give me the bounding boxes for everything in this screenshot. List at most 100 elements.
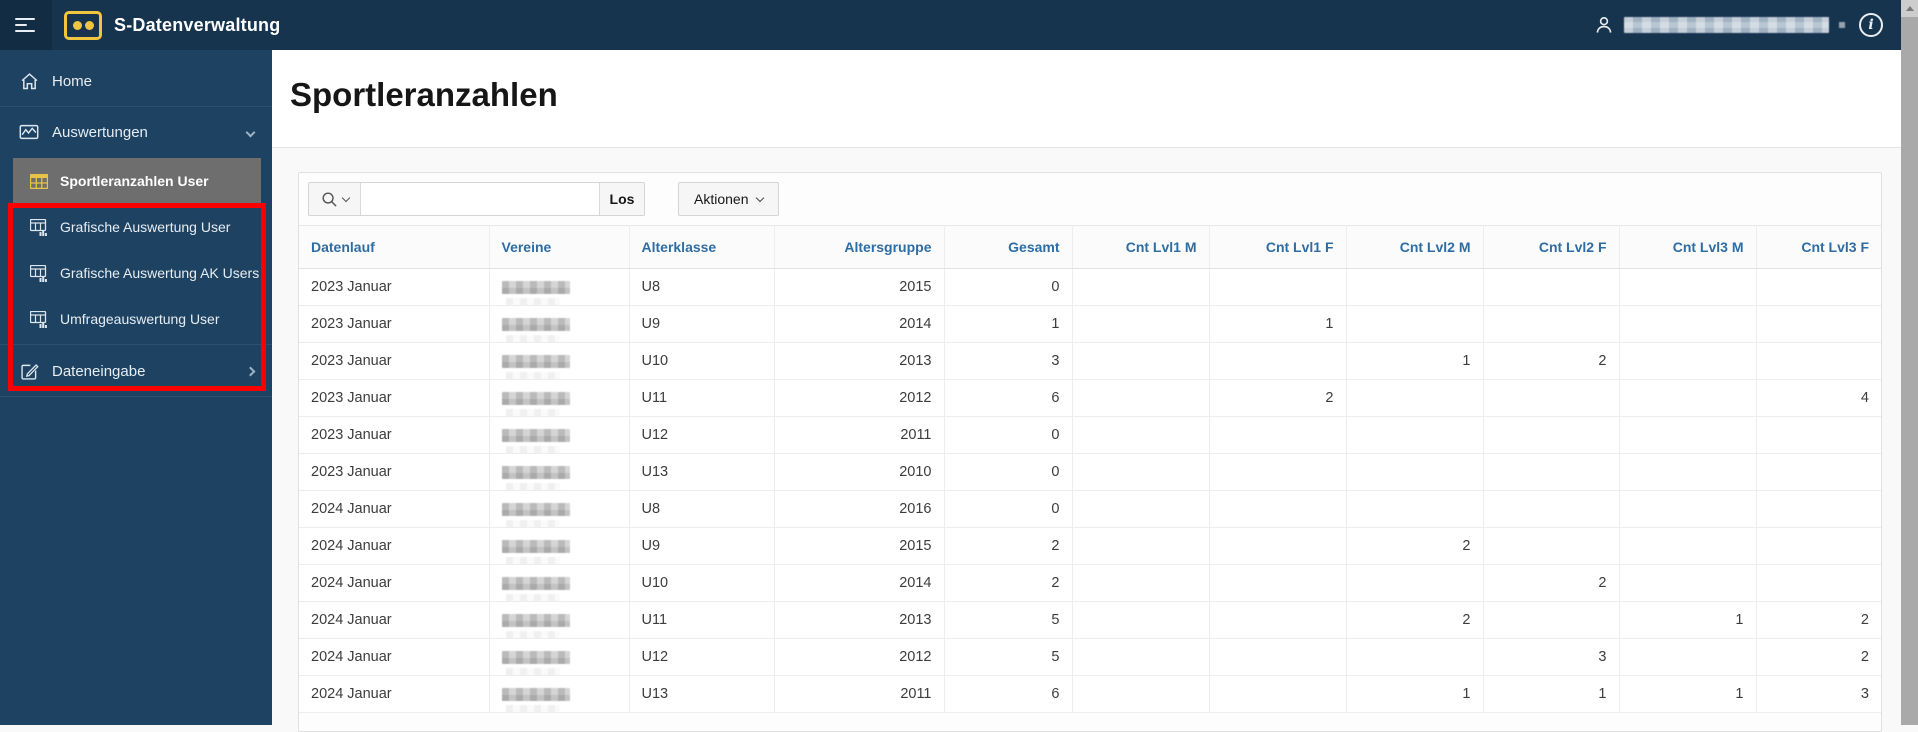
column-header-cnt-lvl1-f[interactable]: Cnt Lvl1 F — [1209, 225, 1347, 269]
page-title: Sportleranzahlen — [290, 76, 558, 113]
chevron-right-icon — [245, 366, 256, 376]
column-header-cnt-lvl1-m[interactable]: Cnt Lvl1 M — [1072, 225, 1210, 269]
table-cell: U8 — [629, 268, 775, 306]
table-cell — [1483, 490, 1620, 528]
table-cell: U12 — [629, 416, 775, 454]
column-header-cnt-lvl2-f[interactable]: Cnt Lvl2 F — [1483, 225, 1620, 269]
scrollbar-up-arrow[interactable] — [1901, 0, 1918, 17]
table-cell: 4 — [1756, 379, 1881, 417]
table-cell: U9 — [629, 305, 775, 343]
column-header-altersgruppe[interactable]: Altersgruppe — [774, 225, 945, 269]
sidebar-item-umfrageauswertung-user[interactable]: Umfrageauswertung User — [0, 296, 272, 342]
table-cell — [1619, 379, 1757, 417]
table-row: 2024 Januar U9 2015 2 2 — [299, 527, 1881, 565]
table-cell-redacted — [489, 490, 630, 528]
sidebar-item-dateneingabe[interactable]: Dateneingabe — [0, 346, 272, 396]
table-cell-redacted — [489, 268, 630, 306]
column-header-gesamt[interactable]: Gesamt — [944, 225, 1073, 269]
search-input[interactable] — [361, 183, 599, 215]
sidebar-item-label: Dateneingabe — [52, 362, 146, 380]
table-cell: U12 — [629, 638, 775, 676]
sidebar-item-label: Home — [52, 72, 93, 90]
table-cell: 1 — [1346, 342, 1484, 380]
interactive-report-region: Los Aktionen Datenlauf Vereine Alterklasse… — [298, 172, 1882, 732]
app-title: S-Datenverwaltung — [114, 14, 281, 35]
table-cell: 1 — [1619, 601, 1757, 639]
table-cell — [1619, 490, 1757, 528]
table-row: 2023 Januar U11 2012 6 2 4 — [299, 379, 1881, 417]
table-cell: 0 — [944, 416, 1073, 454]
table-cell — [1072, 268, 1210, 306]
column-header-alterklasse[interactable]: Alterklasse — [629, 225, 775, 269]
table-header-row: Datenlauf Vereine Alterklasse Altersgruppe G… — [299, 225, 1881, 269]
table-cell: 1 — [1483, 675, 1620, 713]
sportleranzahlen-table: Datenlauf Vereine Alterklasse Altersgruppe G… — [299, 225, 1881, 713]
user-menu[interactable] — [1594, 15, 1845, 35]
sidebar-item-auswertungen[interactable]: Auswertungen — [0, 107, 272, 157]
table-row: 2023 Januar U9 2014 1 1 — [299, 305, 1881, 343]
table-cell: 1 — [1209, 305, 1347, 343]
table-cell — [1072, 527, 1210, 565]
table-row: 2023 Januar U13 2010 0 — [299, 453, 1881, 491]
sidebar-divider — [0, 344, 272, 345]
table-cell-redacted — [489, 564, 630, 602]
table-cell-redacted — [489, 342, 630, 380]
table-cell — [1346, 564, 1484, 602]
table-cell: 1 — [1619, 675, 1757, 713]
table-cell — [1209, 638, 1347, 676]
column-header-vereine[interactable]: Vereine — [489, 225, 630, 269]
redacted-text — [501, 650, 570, 675]
sidebar-item-home[interactable]: Home — [0, 56, 272, 106]
sidebar-item-sportleranzahlen-user[interactable]: Sportleranzahlen User — [0, 158, 272, 204]
table-cell: U8 — [629, 490, 775, 528]
table-cell: 2 — [1346, 601, 1484, 639]
table-cell — [1619, 453, 1757, 491]
column-header-cnt-lvl3-f[interactable]: Cnt Lvl3 F — [1756, 225, 1881, 269]
sidebar-item-label: Sportleranzahlen User — [60, 173, 209, 189]
sidebar-divider — [0, 106, 272, 107]
table-cell — [1483, 601, 1620, 639]
search-column-selector-button[interactable] — [309, 183, 361, 215]
go-button[interactable]: Los — [599, 183, 644, 215]
report-chart-icon — [30, 264, 48, 282]
table-cell — [1346, 638, 1484, 676]
scrollbar-thumb[interactable] — [1901, 17, 1918, 725]
active-item-highlight — [13, 158, 261, 204]
table-cell: 2016 — [774, 490, 945, 528]
table-cell-redacted — [489, 638, 630, 676]
info-icon[interactable]: i — [1859, 13, 1883, 37]
table-cell: 2013 — [774, 342, 945, 380]
table-cell: 3 — [1483, 638, 1620, 676]
column-header-cnt-lvl3-m[interactable]: Cnt Lvl3 M — [1619, 225, 1757, 269]
table-cell: U13 — [629, 675, 775, 713]
app-logo-icon — [64, 10, 102, 40]
table-cell: 2015 — [774, 527, 945, 565]
table-cell-redacted — [489, 453, 630, 491]
column-header-cnt-lvl2-m[interactable]: Cnt Lvl2 M — [1346, 225, 1484, 269]
table-cell — [1209, 268, 1347, 306]
menu-toggle-button[interactable] — [0, 0, 52, 50]
table-cell: 2023 Januar — [299, 379, 490, 417]
table-cell — [1619, 638, 1757, 676]
redacted-text — [501, 576, 570, 601]
table-cell — [1619, 305, 1757, 343]
table-cell: 2013 — [774, 601, 945, 639]
sidebar-item-grafische-auswertung-user[interactable]: Grafische Auswertung User — [0, 204, 272, 250]
table-cell: 2 — [1209, 379, 1347, 417]
column-header-datenlauf[interactable]: Datenlauf — [299, 225, 490, 269]
table-cell — [1209, 675, 1347, 713]
table-cell — [1756, 490, 1881, 528]
sidebar-item-grafische-auswertung-ak-users[interactable]: Grafische Auswertung AK Users — [0, 250, 272, 296]
table-cell — [1483, 379, 1620, 417]
chevron-down-icon — [245, 127, 256, 137]
table-cell: U11 — [629, 379, 775, 417]
table-cell: U11 — [629, 601, 775, 639]
table-cell: 2 — [1756, 638, 1881, 676]
actions-menu-button[interactable]: Aktionen — [678, 182, 780, 216]
table-row: 2023 Januar U12 2011 0 — [299, 416, 1881, 454]
table-cell-redacted — [489, 416, 630, 454]
person-icon — [1596, 16, 1612, 33]
table-cell — [1072, 490, 1210, 528]
table-cell: 2023 Januar — [299, 453, 490, 491]
hamburger-icon — [15, 18, 35, 20]
